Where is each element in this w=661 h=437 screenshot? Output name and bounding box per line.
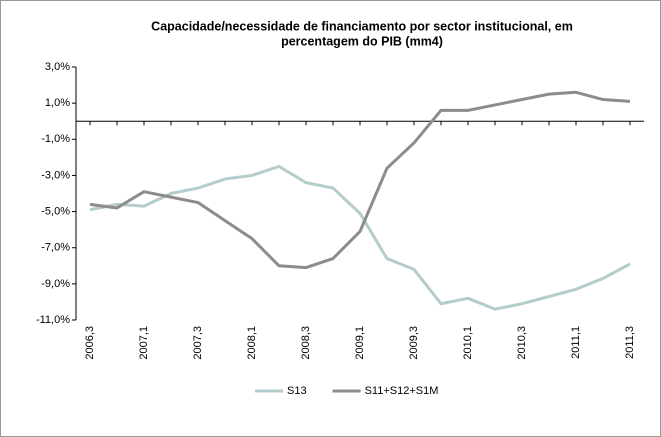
x-tick-label: 2011,3 bbox=[624, 326, 636, 359]
line-series bbox=[89, 90, 631, 270]
y-tick-label: 1,0% bbox=[45, 97, 70, 109]
y-tick-label: -3,0% bbox=[41, 169, 70, 181]
x-tick-label: 2008,1 bbox=[246, 326, 258, 360]
y-tick-label: -1,0% bbox=[41, 133, 70, 145]
chart-title: percentagem do PIB (mm4) bbox=[281, 34, 443, 48]
y-tick-label: 3,0% bbox=[45, 61, 70, 73]
y-tick-label: -5,0% bbox=[41, 205, 70, 217]
y-tick-label: -7,0% bbox=[41, 242, 70, 254]
y-tick-label: -11,0% bbox=[36, 314, 70, 326]
x-tick-label: 2011,1 bbox=[570, 326, 582, 359]
x-tick-label: 2010,1 bbox=[462, 326, 474, 360]
x-tick-label: 2006,3 bbox=[84, 326, 96, 360]
chart-title: Capacidade/necessidade de financiamento … bbox=[151, 19, 573, 33]
legend-label: S11+S12+S1M bbox=[365, 385, 439, 397]
x-tick-label: 2009,1 bbox=[354, 326, 366, 360]
x-tick-label: 2010,3 bbox=[516, 326, 528, 360]
x-tick-label: 2007,1 bbox=[138, 326, 150, 360]
legend-label: S13 bbox=[287, 385, 307, 397]
x-tick-label: 2009,3 bbox=[408, 326, 420, 360]
line-series bbox=[89, 164, 631, 311]
x-tick-label: 2007,3 bbox=[192, 326, 204, 360]
x-tick-label: 2008,3 bbox=[300, 326, 312, 360]
y-tick-label: -9,0% bbox=[41, 278, 70, 290]
